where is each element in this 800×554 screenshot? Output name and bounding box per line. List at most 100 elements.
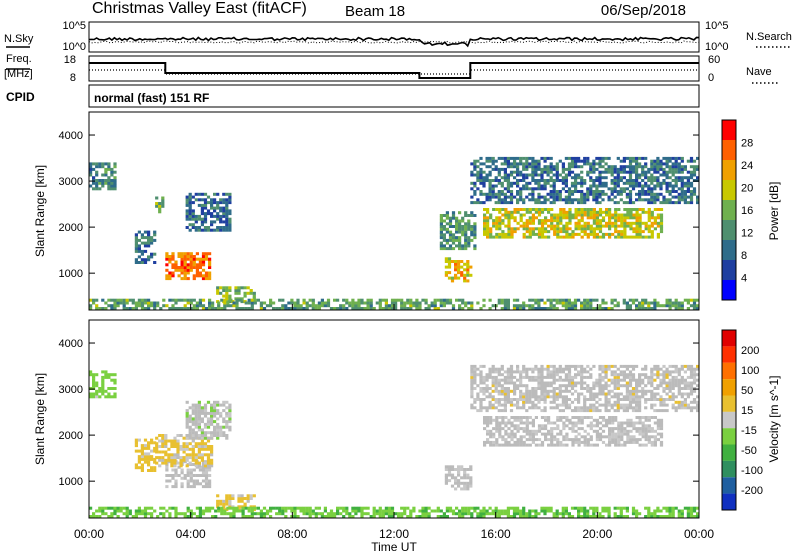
- vel-echo-cell: [384, 506, 388, 510]
- colorbar-swatch: [722, 160, 736, 180]
- vel-echo-cell: [528, 392, 532, 396]
- vel-echo-cell: [556, 432, 560, 436]
- vel-echo-cell: [182, 458, 186, 462]
- power-echo-cell: [577, 173, 581, 177]
- vel-echo-cell: [622, 378, 626, 382]
- vel-echo-cell: [680, 515, 684, 518]
- vel-echo-cell: [173, 442, 177, 446]
- vel-echo-cell: [601, 506, 605, 510]
- power-echo-cell: [519, 156, 523, 160]
- vel-echo-cell: [537, 378, 541, 382]
- power-echo-cell: [451, 241, 456, 245]
- power-echo-cell: [644, 192, 648, 196]
- power-echo-cell: [620, 216, 624, 220]
- vel-echo-cell: [638, 398, 642, 401]
- power-echo-cell: [489, 235, 493, 239]
- power-echo-cell: [473, 230, 477, 234]
- vel-echo-cell: [574, 375, 578, 379]
- vel-echo-cell: [598, 438, 603, 442]
- power-echo-cell: [485, 179, 489, 182]
- power-echo-cell: [683, 195, 687, 199]
- vel-echo-cell: [659, 381, 663, 385]
- vel-echo-cell: [659, 509, 663, 513]
- vel-echo-cell: [500, 373, 504, 377]
- vel-echo-cell: [150, 515, 154, 518]
- vel-echo-cell: [134, 515, 138, 518]
- vel-echo-cell: [183, 476, 187, 480]
- power-echo-cell: [140, 298, 145, 302]
- vel-echo-cell: [540, 367, 544, 371]
- power-echo-cell: [137, 247, 141, 251]
- power-echo-cell: [570, 159, 575, 163]
- vel-echo-cell: [479, 389, 483, 393]
- power-echo-cell: [595, 176, 599, 180]
- vel-echo-cell: [406, 506, 410, 510]
- power-echo-cell: [171, 304, 175, 308]
- power-echo-cell: [650, 181, 654, 185]
- vel-echo-cell: [183, 515, 187, 518]
- vel-echo-cell: [494, 515, 498, 518]
- power-echo-cell: [174, 307, 178, 310]
- power-echo-cell: [113, 176, 117, 180]
- vel-echo-cell: [689, 409, 694, 413]
- power-echo-cell: [509, 198, 514, 202]
- vel-echo-cell: [674, 378, 678, 382]
- power-echo-cell: [336, 307, 340, 310]
- power-echo-cell: [498, 219, 502, 223]
- vel-echo-cell: [519, 406, 523, 410]
- vel-echo-cell: [577, 398, 581, 401]
- vel-echo-cell: [544, 416, 548, 419]
- vel-echo-cell: [167, 447, 171, 451]
- power-echo-cell: [680, 192, 684, 196]
- vel-echo-cell: [534, 509, 538, 513]
- vel-echo-cell: [625, 506, 629, 510]
- power-echo-cell: [191, 212, 195, 216]
- power-echo-cell: [631, 187, 636, 191]
- vel-echo-cell: [635, 440, 639, 444]
- power-echo-cell: [610, 298, 614, 302]
- vel-echo-cell: [543, 392, 547, 396]
- power-echo-cell: [195, 301, 199, 305]
- vel-echo-cell: [504, 421, 508, 425]
- vel-echo-cell: [689, 370, 694, 374]
- vel-echo-cell: [549, 373, 553, 377]
- vel-echo-cell: [564, 389, 568, 393]
- power-echo-cell: [509, 173, 514, 177]
- vel-echo-cell: [540, 506, 544, 510]
- vel-echo-cell: [644, 418, 648, 422]
- beam-label: Beam 18: [345, 3, 405, 20]
- vel-echo-cell: [601, 435, 606, 439]
- vel-echo-cell: [143, 455, 148, 459]
- vel-echo-cell: [155, 456, 159, 460]
- power-echo-cell: [509, 201, 514, 205]
- power-echo-cell: [439, 247, 443, 251]
- vel-echo-cell: [180, 476, 184, 480]
- vel-echo-cell: [556, 427, 560, 431]
- power-echo-cell: [165, 268, 169, 272]
- power-echo-cell: [110, 184, 114, 188]
- vel-echo-cell: [683, 378, 687, 382]
- vel-echo-cell: [194, 420, 198, 424]
- power-echo-cell: [565, 232, 569, 236]
- vel-echo-cell: [208, 506, 212, 510]
- power-echo-cell: [180, 252, 184, 256]
- vel-echo-cell: [457, 473, 461, 477]
- vel-echo-cell: [444, 476, 448, 480]
- vel-echo-cell: [483, 443, 487, 447]
- power-echo-cell: [153, 238, 157, 242]
- vel-echo-cell: [113, 387, 117, 390]
- vel-echo-cell: [165, 509, 169, 513]
- vel-echo-cell: [191, 406, 195, 410]
- power-echo-cell: [473, 201, 477, 205]
- power-echo-cell: [567, 173, 572, 177]
- power-echo-cell: [483, 213, 487, 217]
- vel-echo-cell: [200, 417, 204, 421]
- vel-echo-cell: [537, 387, 541, 390]
- power-echo-cell: [104, 181, 108, 185]
- vel-echo-cell: [696, 400, 700, 404]
- power-echo-cell: [336, 298, 340, 302]
- vel-echo-cell: [668, 378, 672, 382]
- power-echo-cell: [653, 192, 657, 196]
- power-echo-cell: [556, 227, 560, 231]
- vel-echo-cell: [290, 506, 294, 510]
